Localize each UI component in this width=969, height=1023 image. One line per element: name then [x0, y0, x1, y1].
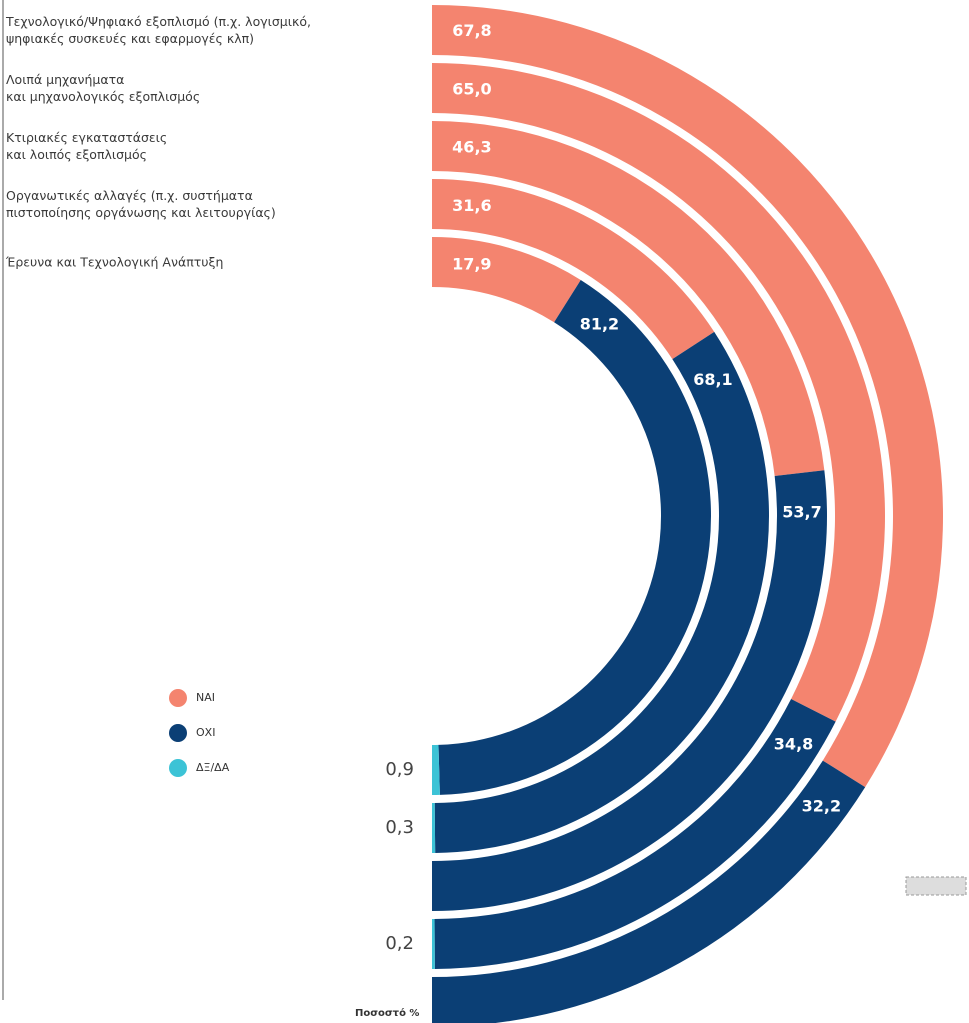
value-label: 0,2 [385, 933, 414, 954]
category-label: Κτιριακές εγκαταστάσεις και λοιπός εξοπλ… [6, 130, 168, 162]
legend-swatch [169, 689, 187, 707]
legend-swatch [169, 724, 187, 742]
axis-label: Ποσοστό % [355, 1007, 419, 1019]
segment [432, 121, 825, 476]
legend-label: ΝΑΙ [196, 691, 215, 704]
segment [434, 698, 836, 969]
value-label: 31,6 [452, 196, 491, 215]
segment [432, 179, 715, 360]
segment [432, 470, 827, 911]
value-label: 67,8 [452, 21, 491, 40]
value-label: 46,3 [452, 138, 491, 157]
segment [432, 63, 885, 722]
value-label: 0,3 [385, 817, 414, 838]
placeholder [905, 876, 967, 896]
segment [432, 237, 581, 323]
segment [438, 279, 711, 795]
category-label: Λοιπά μηχανήματα και μηχανολογικός εξοπλ… [6, 72, 201, 104]
value-label: 53,7 [782, 502, 821, 521]
value-label: 81,2 [580, 315, 619, 334]
value-label: 65,0 [452, 79, 491, 98]
segment [432, 760, 866, 1023]
segment [432, 918, 435, 969]
value-label: 68,1 [693, 370, 732, 389]
category-label: Οργανωτικές αλλαγές (π.χ. συστήματα πιστ… [6, 188, 276, 220]
value-label: 0,9 [385, 759, 414, 780]
segment [432, 744, 440, 795]
legend-label: ΟΧΙ [196, 726, 215, 739]
category-label: Έρευνα και Τεχνολογική Ανάπτυξη [6, 254, 224, 270]
legend-swatch [169, 759, 187, 777]
segment [432, 802, 436, 853]
legend-label: ΔΞ/ΔΑ [196, 761, 230, 774]
segment [432, 5, 943, 788]
segment [434, 331, 770, 853]
value-label: 32,2 [802, 796, 841, 815]
value-label: 34,8 [774, 735, 813, 754]
value-label: 17,9 [452, 255, 491, 274]
category-label: Τεχνολογικό/Ψηφιακό εξοπλισμό (π.χ. λογι… [6, 14, 311, 46]
